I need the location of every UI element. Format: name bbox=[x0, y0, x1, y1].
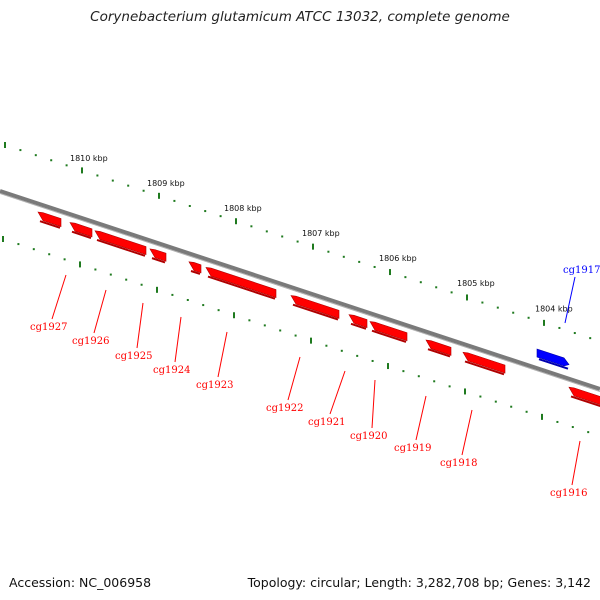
gene-arrow-shadow bbox=[71, 230, 92, 239]
gene-arrow-shadow bbox=[190, 270, 201, 275]
gene-label-cg1918: cg1918 bbox=[440, 458, 477, 469]
gene-label-cg1922: cg1922 bbox=[266, 403, 303, 414]
gene-arrow-shadow bbox=[292, 303, 339, 321]
gene-arrow-cg1921 bbox=[348, 314, 368, 328]
gene-arrow-cg1919 bbox=[425, 339, 452, 356]
genome-backbone-shadow bbox=[0, 193, 600, 392]
leader-line-cg1919 bbox=[415, 395, 427, 441]
gene-label-cg1927: cg1927 bbox=[30, 322, 67, 333]
gene-arrow-shadow bbox=[39, 220, 61, 229]
leader-line-cg1918 bbox=[461, 409, 473, 456]
gene-arrow-cg1916 bbox=[568, 386, 600, 405]
gene-arrow-shadow bbox=[151, 257, 166, 264]
scale-label: 1806 kbp bbox=[379, 254, 417, 263]
gene-arrow-cg1923 bbox=[205, 267, 277, 298]
scale-label: 1810 kbp bbox=[70, 154, 108, 163]
leader-line-cg1920 bbox=[371, 379, 376, 429]
leader-line-cg1916 bbox=[571, 440, 581, 486]
gene-label-cg1920: cg1920 bbox=[350, 431, 387, 442]
leader-line-cg1922 bbox=[287, 356, 301, 401]
leader-line-cg1925 bbox=[136, 302, 144, 349]
gene-label-cg1925: cg1925 bbox=[115, 351, 152, 362]
gene-arrow-shadow bbox=[371, 329, 407, 343]
gene-arrow-shadow bbox=[538, 358, 569, 370]
gene-arrow-cg1918 bbox=[462, 351, 506, 374]
scale-labels: 1810 kbp 1809 kbp 1808 kbp 1807 kbp 1806 kbp… bbox=[70, 154, 573, 313]
gene-arrow-cg1926 bbox=[69, 222, 93, 238]
gene-arrow-shadow bbox=[207, 275, 276, 300]
scale-label: 1804 kbp bbox=[535, 304, 573, 313]
leader-line-cg1927 bbox=[51, 274, 67, 320]
gene-arrow-shadow bbox=[464, 360, 505, 376]
gene-arrow-cg1917 bbox=[536, 348, 570, 367]
gene-arrow-shadow bbox=[350, 322, 367, 330]
topology-text: Topology: circular; Length: 3,282,708 bp… bbox=[247, 575, 591, 590]
genome-backbone bbox=[0, 189, 600, 391]
gene-label-cg1917: cg1917 bbox=[563, 265, 600, 276]
scale-label: 1807 kbp bbox=[302, 229, 340, 238]
gene-arrow-shadow bbox=[96, 239, 146, 257]
leader-line-cg1917 bbox=[564, 276, 576, 324]
scale-label: 1809 kbp bbox=[147, 179, 185, 188]
scale-label: 1808 kbp bbox=[224, 204, 262, 213]
gene-label-cg1923: cg1923 bbox=[196, 380, 233, 391]
gene-features bbox=[37, 211, 600, 408]
gene-arrow-cg1920 bbox=[369, 321, 408, 342]
gene-label-cg1924: cg1924 bbox=[153, 365, 190, 376]
scale-ticks-upper bbox=[4, 142, 592, 340]
gene-arrow-cg1925 bbox=[94, 230, 147, 256]
leader-line-cg1926 bbox=[93, 289, 107, 334]
gene-arrow-cg1927 bbox=[37, 211, 62, 228]
label-leaders bbox=[51, 274, 581, 486]
gene-label-cg1921: cg1921 bbox=[308, 417, 345, 428]
leader-line-cg1923 bbox=[217, 331, 228, 378]
gene-label-cg1919: cg1919 bbox=[394, 443, 431, 454]
gene-arrow-cg1924 bbox=[149, 248, 167, 262]
leader-line-cg1921 bbox=[329, 370, 346, 415]
scale-ticks-lower bbox=[2, 236, 590, 434]
gene-arrow-shadow bbox=[427, 348, 451, 358]
gene-arrow-cg1922 bbox=[290, 295, 340, 319]
genome-title: Corynebacterium glutamicum ATCC 13032, c… bbox=[90, 9, 510, 25]
leader-line-cg1924 bbox=[174, 316, 182, 363]
gene-label-cg1926: cg1926 bbox=[72, 336, 109, 347]
scale-label: 1805 kbp bbox=[457, 279, 495, 288]
gene-arrow-cg1923 bbox=[188, 261, 202, 274]
gene-label-cg1916: cg1916 bbox=[550, 488, 587, 499]
gene-arrow-shadow bbox=[570, 395, 600, 408]
accession-text: Accession: NC_006958 bbox=[9, 575, 152, 590]
